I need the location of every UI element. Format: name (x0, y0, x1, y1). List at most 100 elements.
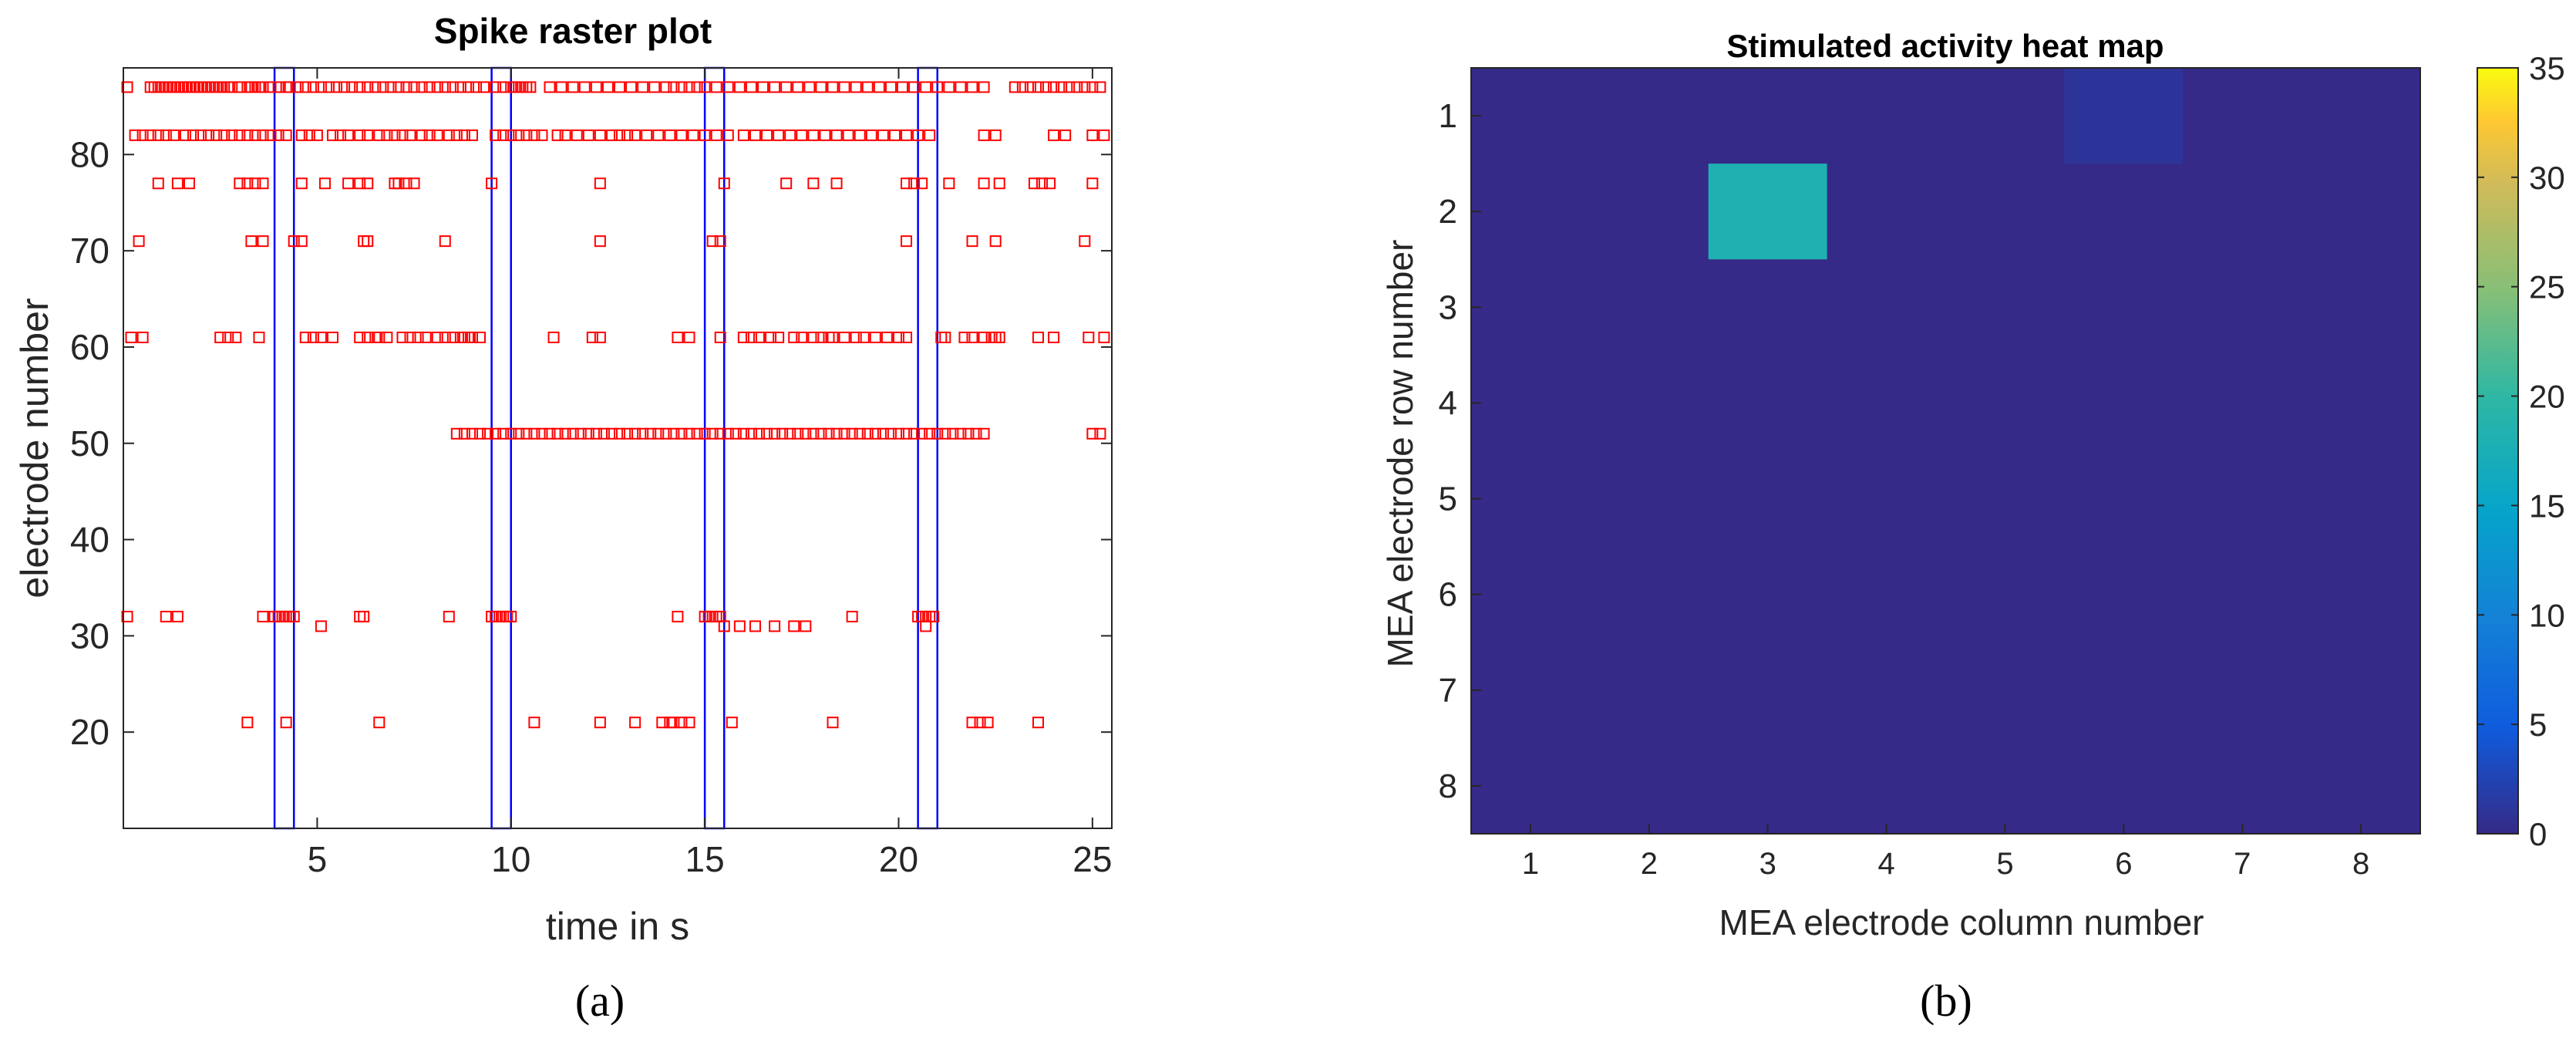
spike-marker (625, 81, 638, 93)
spike-marker (559, 427, 571, 440)
spike-marker (152, 129, 164, 141)
heatmap-cell (1827, 642, 1947, 739)
spike-marker (152, 177, 164, 190)
spike-marker (373, 717, 386, 729)
spike-marker (761, 427, 773, 440)
y-tick-label: 3 (1439, 288, 1457, 326)
heatmap-cell (2302, 164, 2421, 260)
spike-marker (210, 129, 223, 141)
spike-marker (272, 81, 285, 93)
spike-marker (497, 81, 510, 93)
spike-marker (850, 81, 862, 93)
heatmap-cell (2302, 737, 2421, 835)
spike-marker (749, 129, 761, 141)
x-tick-label: 2 (1641, 847, 1658, 881)
y-tick-label: 60 (70, 327, 109, 367)
spike-marker (226, 129, 238, 141)
spike-marker (931, 81, 944, 93)
spike-marker (1024, 81, 1036, 93)
spike-marker (722, 81, 734, 93)
spike-marker (737, 129, 749, 141)
spike-marker (1086, 129, 1099, 141)
spike-marker (466, 129, 478, 141)
spike-marker (121, 610, 133, 622)
spike-marker (769, 427, 781, 440)
spike-marker (179, 129, 191, 141)
x-tick-label: 5 (1996, 847, 2013, 881)
spike-marker (745, 331, 757, 343)
spike-marker (881, 331, 893, 343)
y-tick-label: 7 (1439, 672, 1457, 710)
spike-marker (660, 81, 672, 93)
x-tick-label: 25 (1072, 839, 1112, 879)
spike-marker (601, 81, 614, 93)
spike-marker (362, 331, 374, 343)
spike-marker (908, 177, 921, 190)
spike-marker (884, 427, 897, 440)
spike-marker (668, 427, 680, 440)
heatmap-panel: Stimulated activity heat map 1 2 3 4 5 6 7 8 1 2 3… (1380, 28, 2565, 1026)
spike-marker (1083, 331, 1095, 343)
spike-marker (183, 177, 195, 190)
heatmap-cell (1589, 642, 1709, 739)
spike-marker (733, 620, 746, 632)
spike-marker (974, 717, 986, 729)
spike-marker (362, 235, 374, 248)
spike-marker (687, 129, 699, 141)
spike-marker (714, 235, 726, 248)
spike-marker (710, 129, 722, 141)
spike-marker (955, 81, 967, 93)
spike-marker (892, 331, 904, 343)
spike-marker (284, 81, 296, 93)
spike-marker (1032, 331, 1044, 343)
spike-marker (396, 129, 409, 141)
spike-marker (450, 427, 463, 440)
spike-marker (920, 81, 932, 93)
heatmap-x-label: MEA electrode column number (1719, 902, 2204, 943)
heatmap-cell (1945, 355, 2065, 452)
spike-marker (1071, 81, 1083, 93)
spike-marker (1063, 81, 1076, 93)
spike-marker (454, 81, 466, 93)
spike-marker (136, 331, 149, 343)
spike-marker (524, 81, 537, 93)
spike-marker (718, 620, 730, 632)
spike-marker (621, 129, 634, 141)
colorbar-ticks: 0 5 10 15 20 25 30 35 (2477, 50, 2565, 852)
spike-marker (346, 81, 359, 93)
heatmap-cell (2064, 164, 2184, 260)
heatmap-cell (1708, 259, 1828, 356)
spike-marker (338, 81, 351, 93)
heatmap-cell (1827, 450, 1947, 548)
spike-marker (796, 331, 808, 343)
spike-marker (765, 331, 777, 343)
y-tick-label: 20 (70, 712, 109, 752)
spike-marker (288, 610, 300, 622)
spike-marker (884, 81, 897, 93)
spike-marker (423, 129, 436, 141)
y-tick-label: 40 (70, 520, 109, 560)
heatmap-cell (1827, 737, 1947, 835)
spike-marker (551, 427, 564, 440)
heatmap-cell (2064, 642, 2184, 739)
spike-marker (819, 129, 831, 141)
spike-marker (1044, 177, 1056, 190)
spike-marker (257, 129, 269, 141)
spike-marker (908, 81, 921, 93)
spike-marker (769, 620, 781, 632)
spike-marker (381, 129, 393, 141)
spike-marker (989, 129, 1002, 141)
spike-marker (555, 81, 567, 93)
heatmap-cell (1708, 164, 1828, 260)
spike-marker (873, 81, 885, 93)
spike-marker (241, 177, 254, 190)
spike-marker (253, 331, 265, 343)
spike-marker (838, 427, 850, 440)
spike-marker (598, 427, 610, 440)
spike-marker (807, 427, 820, 440)
spike-marker (637, 427, 649, 440)
spike-marker (706, 427, 719, 440)
spike-markers (121, 81, 1110, 729)
spike-marker (362, 81, 374, 93)
heatmap-cell (2183, 737, 2302, 835)
